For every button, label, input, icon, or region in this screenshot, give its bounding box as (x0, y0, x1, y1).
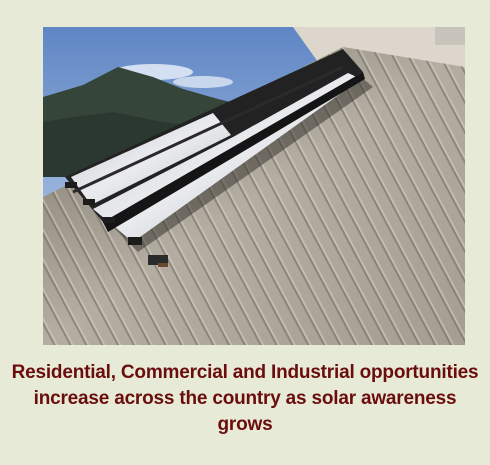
figure-caption: Residential, Commercial and Industrial o… (11, 362, 479, 435)
solar-panel-photo (43, 27, 465, 345)
